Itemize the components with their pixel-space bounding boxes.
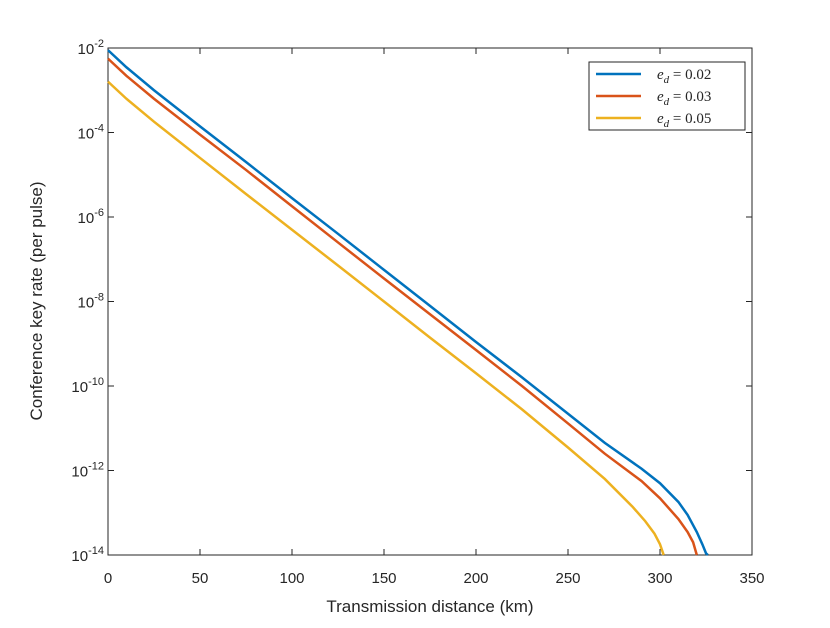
y-tick-label: 10-6	[78, 207, 104, 227]
x-tick-label: 300	[647, 570, 672, 587]
legend-label: ed = 0.02	[657, 67, 711, 86]
y-axis-label: Conference key rate (per pulse)	[27, 181, 46, 420]
y-tick-label: 10-10	[71, 376, 104, 396]
y-tick-label: 10-8	[78, 292, 104, 312]
line	[107, 57, 699, 556]
legend-label: ed = 0.03	[657, 89, 711, 108]
x-tick-label: 50	[192, 570, 209, 587]
y-tick-label: 10-4	[78, 123, 104, 143]
line	[107, 49, 709, 556]
y-tick-label: 10-12	[71, 461, 104, 481]
y-tick-label: 10-14	[71, 545, 104, 565]
x-axis-label: Transmission distance (km)	[326, 597, 533, 616]
y-tick-label: 10-2	[78, 38, 104, 58]
x-tick-label: 100	[279, 570, 304, 587]
x-tick-label: 0	[104, 570, 112, 587]
line	[107, 80, 665, 556]
x-tick-label: 250	[555, 570, 580, 587]
x-tick-label: 150	[371, 570, 396, 587]
x-tick-label: 350	[739, 570, 764, 587]
legend-label: ed = 0.05	[657, 111, 711, 130]
x-tick-label: 200	[463, 570, 488, 587]
